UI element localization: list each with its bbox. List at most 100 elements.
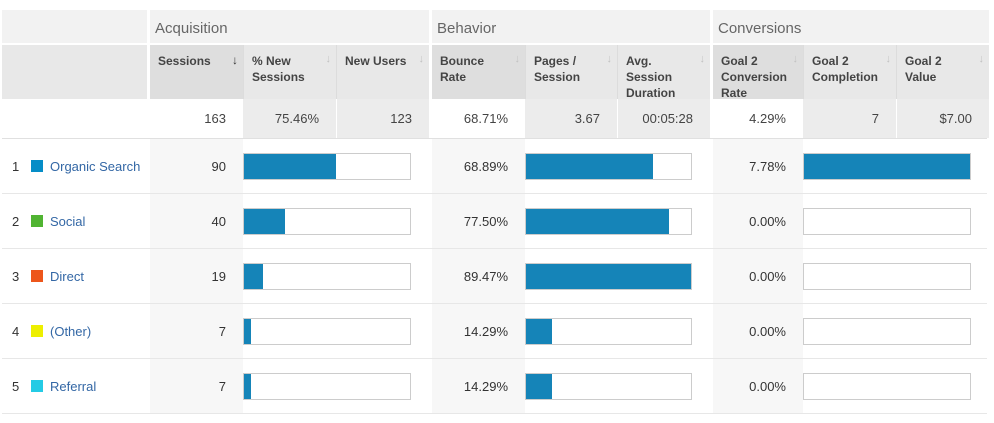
sort-icon[interactable]: ↓ — [978, 53, 985, 65]
column-header-label: Goal 2 Completion — [812, 54, 878, 85]
bar-track — [243, 372, 411, 400]
channel-color-swatch-icon — [31, 380, 43, 392]
sort-icon[interactable]: ↓ — [418, 53, 425, 65]
sessions-value: 19 — [150, 249, 243, 303]
summary-pages-per-session: 3.67 — [525, 99, 617, 138]
metric-group-header-row: Acquisition Behavior Conversions — [2, 10, 989, 43]
column-header-label: Goal 2 Conversion Rate — [721, 54, 788, 101]
bounce-rate-bar — [525, 139, 710, 193]
bar-track — [803, 262, 971, 290]
summary-avg-session-duration: 00:05:28 — [617, 99, 710, 138]
group-gutter — [429, 45, 432, 99]
bar-fill — [526, 318, 553, 344]
bounce-rate-bar — [525, 359, 710, 413]
bounce-rate-bar — [525, 304, 710, 358]
goal-conversion-rate-bar — [803, 359, 989, 413]
channel-link[interactable]: Referral — [50, 378, 97, 394]
table-row: 1 Organic Search 90 68.89% 7.78% — [2, 139, 989, 194]
group-gutter — [147, 249, 150, 303]
sort-icon[interactable]: ↓ — [606, 53, 613, 65]
column-header-label: Pages / Session — [534, 54, 581, 85]
group-gutter — [710, 45, 713, 99]
summary-goal-conversion-rate: 4.29% — [713, 99, 803, 138]
sessions-value: 40 — [150, 194, 243, 248]
bar-fill — [244, 318, 252, 344]
group-gutter — [147, 194, 150, 248]
summary-sessions: 163 — [150, 99, 243, 138]
group-gutter — [710, 10, 713, 43]
group-gutter — [147, 139, 150, 193]
channel-link[interactable]: Organic Search — [50, 158, 141, 174]
bar-track — [525, 372, 692, 400]
group-gutter — [147, 359, 150, 413]
bar-track — [803, 207, 971, 235]
table-row: 3 Direct 19 89.47% 0.00% — [2, 249, 989, 304]
sort-descending-icon[interactable]: ↓ — [232, 53, 238, 67]
bar-fill — [526, 208, 669, 234]
column-header-sessions[interactable]: Sessions ↓ — [150, 45, 243, 99]
sort-icon[interactable]: ↓ — [792, 53, 799, 65]
column-header-avg-session-duration[interactable]: Avg. Session Duration ↓ — [617, 45, 710, 100]
bar-fill — [244, 263, 264, 289]
channel-link[interactable]: Direct — [50, 268, 84, 284]
group-gutter — [147, 304, 150, 358]
sessions-bar — [243, 304, 429, 358]
sessions-bar — [243, 249, 429, 303]
goal-conversion-rate-bar — [803, 194, 989, 248]
group-gutter — [429, 139, 432, 193]
column-header-pages-per-session[interactable]: Pages / Session ↓ — [525, 45, 617, 99]
group-gutter — [429, 249, 432, 303]
bar-fill — [244, 208, 285, 234]
channel-link[interactable]: (Other) — [50, 323, 92, 339]
sort-icon[interactable]: ↓ — [514, 53, 521, 65]
row-rank: 2 — [12, 213, 20, 229]
sessions-bar — [243, 194, 429, 248]
column-header-new-users[interactable]: New Users ↓ — [336, 45, 429, 99]
sessions-value: 7 — [150, 359, 243, 413]
channel-label-cell: 5 Referral — [2, 359, 147, 413]
goal-conversion-rate-value: 0.00% — [713, 304, 803, 358]
sort-icon[interactable]: ↓ — [885, 53, 892, 65]
group-gutter — [147, 99, 150, 138]
goal-conversion-rate-bar — [803, 139, 989, 193]
column-header-label: % New Sessions — [252, 54, 305, 85]
bar-track — [243, 317, 411, 345]
sort-icon[interactable]: ↓ — [699, 53, 706, 65]
column-header-new-sessions-pct[interactable]: % New Sessions ↓ — [243, 45, 336, 99]
table-row: 2 Social 40 77.50% 0.00% — [2, 194, 989, 249]
bounce-rate-bar — [525, 194, 710, 248]
bar-track — [243, 207, 411, 235]
channel-color-swatch-icon — [31, 270, 43, 282]
bar-fill — [244, 373, 252, 399]
channel-label-cell: 4 (Other) — [2, 304, 147, 358]
column-header-bounce-rate[interactable]: Bounce Rate ↓ — [432, 45, 525, 99]
group-behavior: Behavior — [432, 10, 710, 43]
group-gutter — [429, 194, 432, 248]
column-header-goal-value[interactable]: Goal 2 Value ↓ — [896, 45, 989, 99]
column-header-label: New Users — [345, 54, 407, 68]
group-gutter — [710, 249, 713, 303]
row-rank: 1 — [12, 158, 20, 174]
group-header-spacer — [2, 10, 147, 43]
bounce-rate-value: 77.50% — [432, 194, 525, 248]
column-header-goal-conversion-rate[interactable]: Goal 2 Conversion Rate ↓ — [713, 45, 803, 101]
summary-new-users: 123 — [336, 99, 429, 138]
channel-color-swatch-icon — [31, 215, 43, 227]
goal-conversion-rate-value: 0.00% — [713, 249, 803, 303]
column-header-spacer — [2, 45, 147, 99]
goal-conversion-rate-value: 0.00% — [713, 359, 803, 413]
bar-track — [243, 262, 411, 290]
channel-link[interactable]: Social — [50, 213, 86, 229]
bar-fill — [244, 153, 336, 179]
sort-icon[interactable]: ↓ — [325, 53, 332, 65]
channel-label-cell: 1 Organic Search — [2, 139, 147, 193]
bounce-rate-value: 14.29% — [432, 304, 525, 358]
table-row: 5 Referral 7 14.29% 0.00% — [2, 359, 989, 414]
column-header-goal-completion[interactable]: Goal 2 Completion ↓ — [803, 45, 896, 99]
group-acquisition: Acquisition — [150, 10, 429, 43]
row-rank: 4 — [12, 323, 20, 339]
group-gutter — [429, 99, 432, 138]
bar-track — [803, 372, 971, 400]
summary-row: 163 75.46% 123 68.71% 3.67 00:05:28 4.29… — [2, 99, 989, 139]
